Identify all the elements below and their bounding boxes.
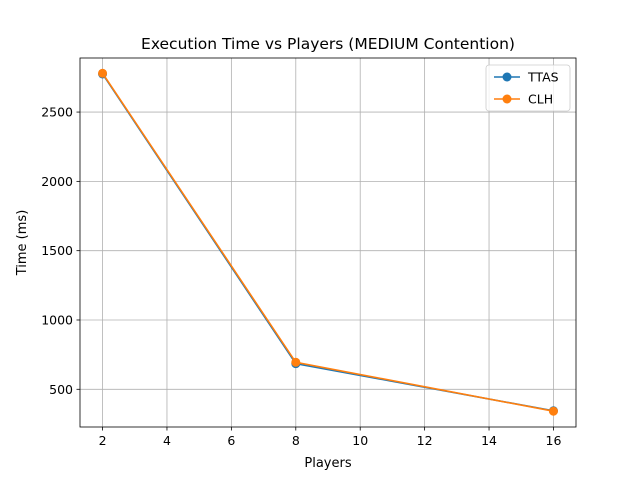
legend-label: CLH xyxy=(528,92,553,107)
legend-marker xyxy=(502,72,512,82)
legend-marker xyxy=(502,94,512,104)
series-line-ttas xyxy=(101,73,554,412)
legend-item-ttas: TTAS xyxy=(494,70,559,85)
y-axis: 500 1000 1500 2000 2500 xyxy=(41,105,80,397)
x-tick-label: 6 xyxy=(227,433,235,448)
series-line-clh xyxy=(101,72,554,412)
x-tick-label: 12 xyxy=(417,433,433,448)
plot-frame xyxy=(79,57,577,428)
y-tick-label: 500 xyxy=(49,382,73,397)
series-layer xyxy=(98,68,558,416)
y-tick-label: 1500 xyxy=(41,243,73,258)
x-tick-label: 4 xyxy=(163,433,171,448)
x-tick-label: 8 xyxy=(292,433,300,448)
series-clh xyxy=(98,68,558,416)
data-point-clh xyxy=(98,68,108,78)
legend-item-clh: CLH xyxy=(494,92,553,107)
x-tick-label: 10 xyxy=(352,433,368,448)
y-tick-label: 1000 xyxy=(41,312,73,327)
y-axis-label: Time (ms) xyxy=(15,210,30,277)
grid xyxy=(80,58,576,427)
x-tick-label: 2 xyxy=(99,433,107,448)
y-tick-label: 2000 xyxy=(41,174,73,189)
x-axis-label: Players xyxy=(304,456,351,471)
y-tick-label: 2500 xyxy=(41,105,73,120)
legend-label: TTAS xyxy=(527,70,559,85)
x-tick-label: 16 xyxy=(546,433,562,448)
x-axis: 2 4 6 8 10 12 14 16 xyxy=(99,427,562,448)
x-tick-label: 14 xyxy=(481,433,497,448)
data-point-clh xyxy=(548,406,558,416)
legend: TTAS CLH xyxy=(485,64,571,112)
data-point-clh xyxy=(291,357,301,367)
chart-title: Execution Time vs Players (MEDIUM Conten… xyxy=(141,35,515,53)
